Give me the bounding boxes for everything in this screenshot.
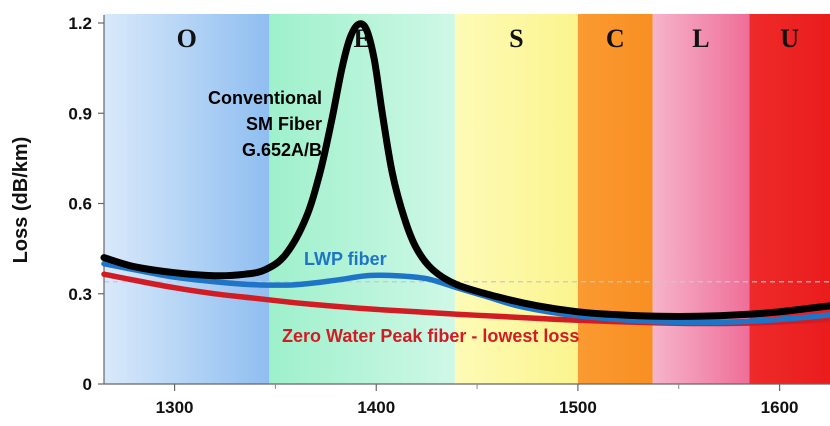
band-label-u: U: [780, 24, 799, 53]
x-tick-label: 1600: [761, 398, 799, 417]
band-s: [454, 14, 578, 384]
series-labels: Conventional SM Fiber G.652A/B LWP fiber Zer…: [208, 88, 579, 346]
series-label-lwp-fiber: LWP fiber: [304, 249, 387, 269]
band-label-o: O: [177, 24, 197, 53]
band-e: [269, 14, 455, 384]
axes: 0 0.3 0.6 0.9 1.2 1300 1400 1500 1600: [68, 14, 830, 417]
band-l: [652, 14, 750, 384]
x-tick-label: 1400: [357, 398, 395, 417]
series-lines: [100, 20, 830, 327]
y-tick-label: 0.9: [68, 104, 92, 123]
series-label-g652: G.652A/B: [242, 140, 322, 160]
band-c: [577, 14, 653, 384]
series-label-zero-water-peak: Zero Water Peak fiber - lowest loss: [282, 326, 579, 346]
band-u: [749, 14, 830, 384]
y-tick-label: 0: [83, 375, 92, 394]
x-tick-label: 1500: [559, 398, 597, 417]
band-o: [104, 14, 270, 384]
x-tick-label: 1300: [156, 398, 194, 417]
band-label-s: S: [509, 24, 523, 53]
series-line-conventional-sm-fiber: [100, 20, 830, 321]
y-axis-title: Loss (dB/km): [10, 137, 32, 264]
series-label-conventional: Conventional: [208, 88, 322, 108]
series-label-sm-fiber: SM Fiber: [246, 114, 322, 134]
band-label-c: C: [606, 24, 625, 53]
y-tick-label: 0.6: [68, 195, 92, 214]
band-label-l: L: [692, 24, 709, 53]
y-tick-label: 0.3: [68, 285, 92, 304]
y-tick-label: 1.2: [68, 14, 92, 33]
